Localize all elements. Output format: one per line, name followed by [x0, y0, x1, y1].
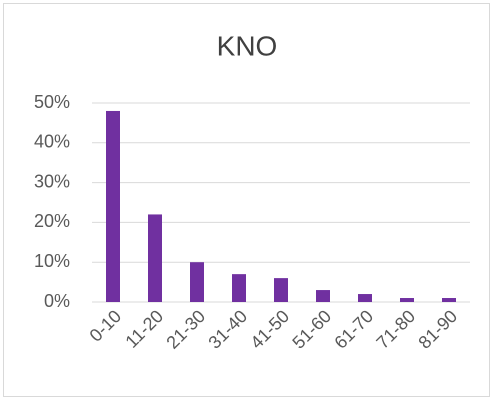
- y-tick-label: 20%: [34, 211, 70, 231]
- y-tick-label: 30%: [34, 171, 70, 191]
- bar: [442, 298, 456, 302]
- y-tick-label: 40%: [34, 132, 70, 152]
- bar: [400, 298, 414, 302]
- bar: [106, 110, 120, 303]
- y-tick-label: 0%: [44, 291, 70, 311]
- bar: [148, 214, 162, 302]
- y-tick-label: 10%: [34, 251, 70, 271]
- bar: [190, 262, 204, 302]
- bar: [358, 294, 372, 302]
- chart-title: KNO: [217, 30, 278, 61]
- bar: [316, 290, 330, 302]
- bar: [274, 278, 288, 302]
- y-tick-label: 50%: [34, 92, 70, 112]
- bar: [232, 274, 246, 302]
- chart-border: [3, 3, 490, 397]
